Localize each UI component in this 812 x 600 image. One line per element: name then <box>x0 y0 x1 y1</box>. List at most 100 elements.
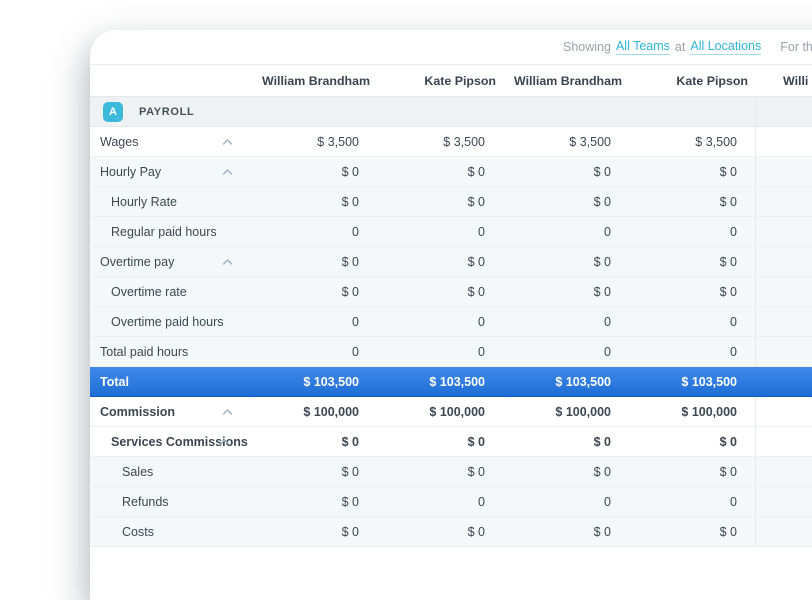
row-label: Overtime rate <box>111 284 187 299</box>
cell-value: $ 0 <box>467 464 485 479</box>
payroll-section-row: A PAYROLL <box>90 97 812 127</box>
cell-value: $ 0 <box>719 164 737 179</box>
row-label: Regular paid hours <box>111 224 217 239</box>
table-rows: Wages $ 3,500 $ 3,500 $ 3,500 $ 3,500 Ho… <box>90 127 812 547</box>
cell-value: $ 0 <box>719 284 737 299</box>
cell-value: $ 3,500 <box>695 134 737 149</box>
row-label: Refunds <box>122 494 169 509</box>
collapse-chevron-icon[interactable] <box>222 408 233 415</box>
cell-value: $ 3,500 <box>317 134 359 149</box>
cell-overflow <box>755 157 812 186</box>
cell-value: $ 0 <box>467 284 485 299</box>
cell-overflow <box>755 277 812 306</box>
showing-label: Showing <box>563 40 611 54</box>
at-label: at <box>674 40 686 54</box>
cell-value: $ 0 <box>341 464 359 479</box>
cell-value: $ 100,000 <box>681 404 737 419</box>
cell-overflow <box>755 217 812 246</box>
collapse-chevron-icon[interactable] <box>222 258 233 265</box>
row-label: Hourly Rate <box>111 194 177 209</box>
cell-value: $ 103,500 <box>681 374 737 389</box>
cell-value: $ 0 <box>719 464 737 479</box>
cell-value: $ 0 <box>341 254 359 269</box>
cell-value: $ 103,500 <box>555 374 611 389</box>
table-row-partial <box>90 547 812 555</box>
row-label-cell: Total <box>90 367 251 396</box>
row-label-cell[interactable]: Services Commissions <box>90 427 251 456</box>
row-label: Costs <box>122 524 154 539</box>
table-row: Overtime rate $ 0 $ 0 $ 0 $ 0 <box>90 277 812 307</box>
cell-value: $ 0 <box>467 434 485 449</box>
row-label-cell: Refunds <box>90 487 251 516</box>
collapse-chevron-icon[interactable] <box>222 168 233 175</box>
cell-overflow <box>755 127 812 156</box>
row-label-cell: Hourly Rate <box>90 187 251 216</box>
table-row: Total paid hours 0 0 0 0 <box>90 337 812 367</box>
row-label-cell: Sales <box>90 457 251 486</box>
locations-filter-link[interactable]: All Locations <box>690 39 762 55</box>
teams-filter-link[interactable]: All Teams <box>615 39 670 55</box>
column-header-staff: William Brandham <box>514 73 622 88</box>
table-row[interactable]: Services Commissions $ 0 $ 0 $ 0 $ 0 <box>90 427 812 457</box>
collapse-chevron-icon[interactable] <box>219 438 230 445</box>
cell-value: $ 0 <box>719 254 737 269</box>
table-row: Sales $ 0 $ 0 $ 0 $ 0 <box>90 457 812 487</box>
table-row: Costs $ 0 $ 0 $ 0 $ 0 <box>90 517 812 547</box>
row-label: Overtime paid hours <box>111 314 224 329</box>
cell-value: $ 100,000 <box>555 404 611 419</box>
cell-value: $ 0 <box>593 254 611 269</box>
cell-value: $ 0 <box>593 164 611 179</box>
row-label: Sales <box>122 464 154 479</box>
row-label-cell: Overtime rate <box>90 277 251 306</box>
table-row[interactable]: Overtime pay $ 0 $ 0 $ 0 $ 0 <box>90 247 812 277</box>
section-badge: A <box>103 101 123 122</box>
row-label-cell[interactable]: Overtime pay <box>90 247 251 276</box>
row-label: Commission <box>100 404 176 419</box>
cell-overflow <box>755 457 812 486</box>
cell-overflow <box>755 367 812 396</box>
cell-value: $ 100,000 <box>303 404 359 419</box>
cell-value: $ 0 <box>341 524 359 539</box>
cell-value: 0 <box>478 224 485 239</box>
row-label-cell[interactable]: Hourly Pay <box>90 157 251 186</box>
table-row[interactable]: Wages $ 3,500 $ 3,500 $ 3,500 $ 3,500 <box>90 127 812 157</box>
payroll-section-header: A PAYROLL <box>90 101 755 122</box>
row-label: Total paid hours <box>100 344 189 359</box>
cell-overflow <box>755 427 812 456</box>
cell-value: 0 <box>604 344 611 359</box>
table-row[interactable]: Hourly Pay $ 0 $ 0 $ 0 $ 0 <box>90 157 812 187</box>
toolbar: Showing All Teams at All Locations For t… <box>90 30 812 64</box>
column-header-staff: Kate Pipson <box>424 73 496 88</box>
cell-value: $ 0 <box>341 284 359 299</box>
cell-value: 0 <box>730 344 737 359</box>
table-row[interactable]: Commission $ 100,000 $ 100,000 $ 100,000… <box>90 397 812 427</box>
cell-value: $ 100,000 <box>429 404 485 419</box>
cell-value: 0 <box>730 494 737 509</box>
cell-value: 0 <box>478 494 485 509</box>
cell-value: 0 <box>604 314 611 329</box>
cell-overflow <box>755 307 812 336</box>
row-label-cell: Total paid hours <box>90 337 251 366</box>
cell-value: $ 0 <box>593 434 611 449</box>
cell-value: $ 0 <box>341 434 359 449</box>
column-header-row: William Brandham Kate Pipson William Bra… <box>90 64 812 97</box>
cell-value: $ 0 <box>593 194 611 209</box>
section-title: PAYROLL <box>139 105 195 118</box>
cell-value: $ 3,500 <box>569 134 611 149</box>
cell-value: $ 0 <box>467 524 485 539</box>
row-label: Services Commissions <box>111 434 248 449</box>
cell-value: $ 0 <box>593 464 611 479</box>
row-label-cell[interactable]: Commission <box>90 397 251 426</box>
row-label: Hourly Pay <box>100 164 162 179</box>
for-the-label: For the <box>780 40 812 54</box>
row-label: Wages <box>100 134 139 149</box>
table-row: Total $ 103,500 $ 103,500 $ 103,500 $ 10… <box>90 367 812 397</box>
table-row: Regular paid hours 0 0 0 0 <box>90 217 812 247</box>
row-label-cell[interactable]: Wages <box>90 127 251 156</box>
cell-value: $ 0 <box>593 284 611 299</box>
cell-value: 0 <box>604 494 611 509</box>
row-label: Total <box>100 374 129 389</box>
table-row: Hourly Rate $ 0 $ 0 $ 0 $ 0 <box>90 187 812 217</box>
collapse-chevron-icon[interactable] <box>222 138 233 145</box>
cell-value: $ 0 <box>593 524 611 539</box>
